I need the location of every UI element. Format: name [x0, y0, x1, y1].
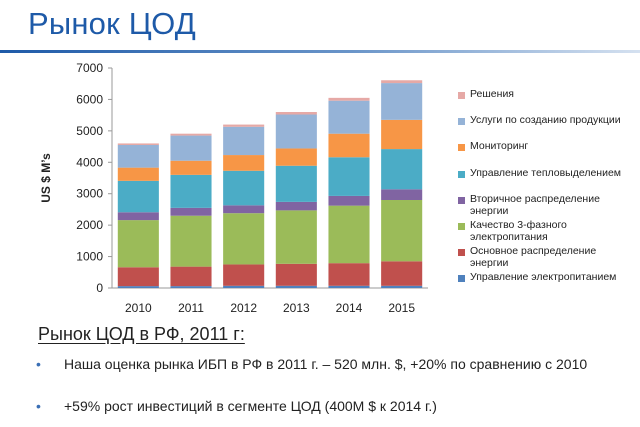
bar-segment — [223, 126, 265, 156]
legend-label: Мониторинг — [470, 140, 529, 153]
x-tick-label: 2015 — [388, 301, 415, 315]
legend-item: Мониторинг — [458, 140, 635, 152]
bullet-item: • Наша оценка рынка ИБП в РФ в 2011 г. –… — [36, 355, 604, 374]
legend-item: Решения — [458, 88, 635, 100]
bar-segment — [117, 180, 159, 213]
bar-segment — [381, 80, 423, 84]
bar-segment — [223, 205, 265, 214]
stacked-bar-chart: 0 1000 2000 3000 4000 5000 6000 7000 US $ M’s 201… — [39, 61, 428, 315]
bar-segment — [328, 133, 370, 158]
legend-swatch — [458, 118, 465, 126]
x-tick-label: 2014 — [336, 301, 363, 315]
bar-segment — [381, 261, 423, 286]
bullet-marker: • — [36, 356, 41, 372]
bar-segment — [381, 119, 423, 150]
y-tick-label: 2000 — [76, 218, 103, 232]
bar-segment — [170, 160, 212, 175]
title-divider — [0, 50, 640, 53]
bar-segment — [275, 148, 317, 166]
x-tick-label: 2011 — [178, 301, 204, 315]
y-tick-label: 5000 — [76, 124, 103, 138]
y-tick-label: 6000 — [76, 92, 103, 106]
y-tick-label: 7000 — [76, 61, 103, 75]
bar-segment — [328, 195, 370, 206]
x-tick-label: 2010 — [125, 301, 152, 315]
bullet-marker: • — [36, 398, 41, 414]
bar-segment — [381, 149, 423, 190]
legend-swatch — [458, 249, 465, 257]
x-tick-label: 2013 — [283, 301, 310, 315]
legend-label: Услуги по созданию продукции — [470, 114, 621, 127]
legend-swatch — [458, 223, 465, 230]
bar-segment — [275, 165, 317, 202]
bar-segment — [117, 212, 159, 221]
bar-segment — [117, 286, 159, 288]
legend-swatch — [458, 92, 465, 99]
legend-label: Управление электропитанием — [470, 271, 617, 284]
x-tick-label: 2012 — [230, 301, 257, 315]
legend-label: Управление тепловыделением — [470, 166, 622, 179]
legend-swatch — [458, 170, 465, 178]
bar-segment — [117, 143, 159, 145]
bar-segment — [328, 205, 370, 264]
y-tick-label: 1000 — [76, 250, 103, 264]
legend-item: Качество 3-фазного электропитания — [458, 219, 635, 243]
bar-segment — [170, 133, 212, 136]
bar-segment — [170, 215, 212, 267]
bar-segment — [223, 124, 265, 127]
bar-segment — [223, 170, 265, 206]
bar-segment — [223, 213, 265, 265]
bar-segment — [381, 285, 423, 288]
bullet-text: +59% рост инвестиций в сегменте ЦОД (400… — [64, 398, 437, 414]
bar-segment — [170, 135, 212, 161]
y-tick-label: 0 — [96, 281, 103, 295]
legend-item: Вторичное распределение энергии — [458, 193, 635, 217]
bar-segment — [223, 155, 265, 171]
legend-item: Услуги по созданию продукции — [458, 114, 635, 126]
page-title: Рынок ЦОД — [28, 6, 196, 41]
bullet-text: Наша оценка рынка ИБП в РФ в 2011 г. – 5… — [64, 356, 588, 372]
bar-segment — [381, 83, 423, 120]
legend-item: Управление электропитанием — [458, 271, 635, 283]
legend-label: Вторичное распределение энергии — [470, 192, 600, 217]
bar-segment — [328, 100, 370, 134]
bar-segment — [328, 97, 370, 101]
legend-label: Основное распределение энергии — [470, 245, 597, 270]
legend-swatch — [458, 275, 465, 283]
bar-segment — [328, 285, 370, 288]
bar-segment — [275, 112, 317, 115]
bar-segment — [117, 267, 159, 287]
bullet-item: • +59% рост инвестиций в сегменте ЦОД (4… — [36, 397, 604, 416]
bar-segment — [275, 263, 317, 286]
y-tick-label: 3000 — [76, 187, 103, 201]
y-tick-label: 4000 — [76, 155, 103, 169]
bar-segment — [223, 264, 265, 286]
section-heading: Рынок ЦОД в РФ, 2011 г: — [38, 324, 245, 344]
bar-segment — [223, 285, 265, 288]
legend-label: Качество 3-фазного электропитания — [470, 219, 567, 243]
y-axis-title: US $ M’s — [39, 153, 53, 203]
bar-segment — [170, 286, 212, 288]
legend-swatch — [458, 144, 465, 152]
bar-segment — [170, 207, 212, 216]
bar-segment — [117, 145, 159, 168]
bar-segment — [170, 266, 212, 287]
legend-swatch — [458, 196, 465, 204]
legend-item: Основное распределение энергии — [458, 245, 635, 269]
bar-segment — [381, 200, 423, 262]
bar-segment — [117, 167, 159, 181]
legend-label: Решения — [470, 88, 514, 100]
bar-segment — [117, 220, 159, 268]
bar-segment — [275, 201, 317, 211]
bar-segment — [275, 210, 317, 264]
bar-segment — [170, 174, 212, 208]
bar-segment — [381, 189, 423, 200]
bar-segment — [275, 114, 317, 149]
legend-item: Управление тепловыделением — [458, 167, 635, 179]
bar-segment — [328, 263, 370, 286]
bar-segment — [328, 157, 370, 196]
bar-segment — [275, 285, 317, 288]
